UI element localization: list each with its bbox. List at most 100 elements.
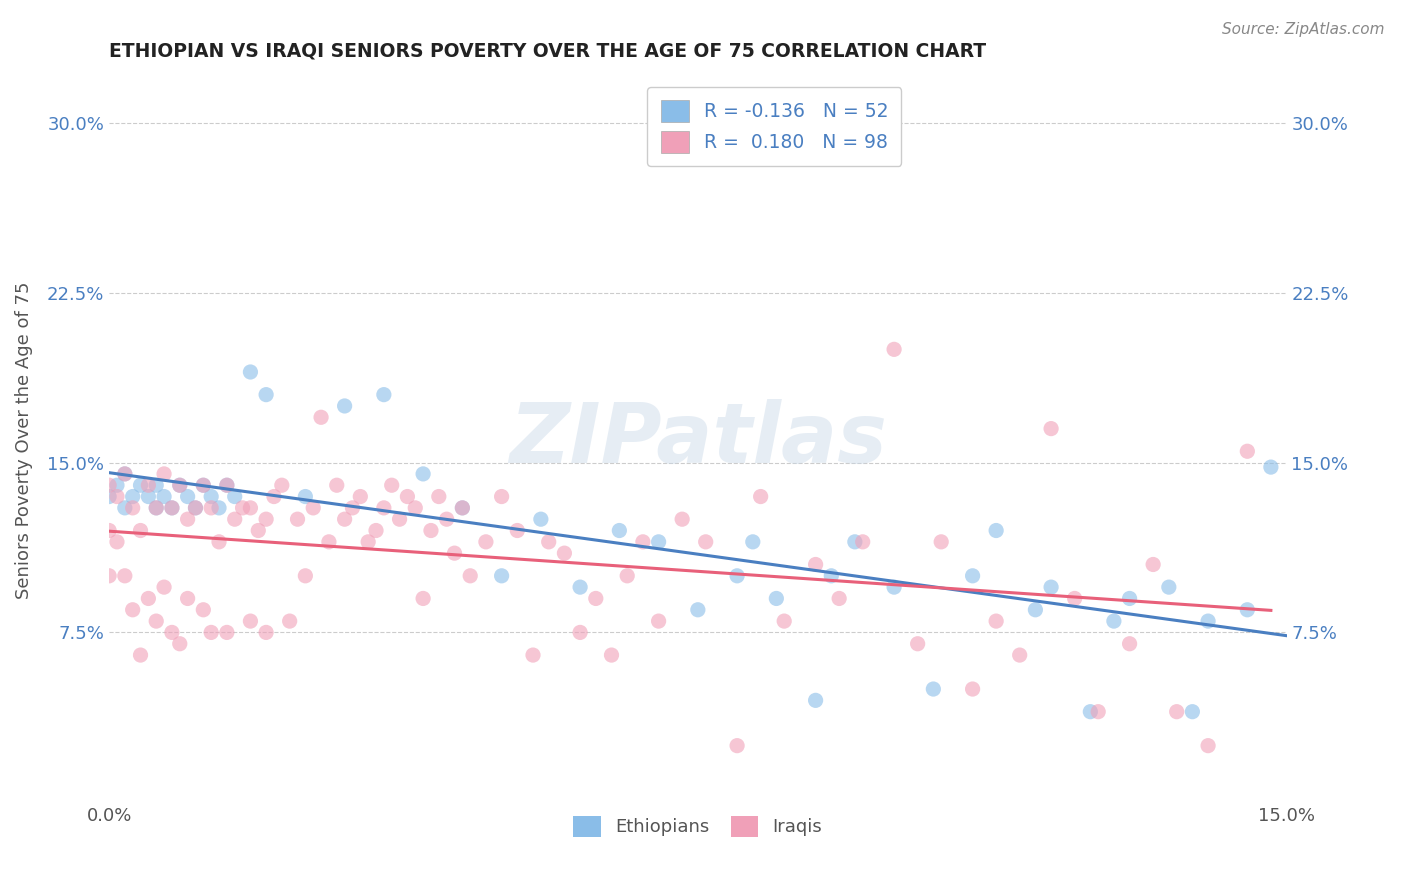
Point	[929, 534, 952, 549]
Point	[333, 512, 356, 526]
Point	[1118, 637, 1140, 651]
Point	[129, 524, 152, 538]
Point	[749, 490, 772, 504]
Point	[121, 603, 143, 617]
Point	[270, 478, 292, 492]
Point	[357, 534, 380, 549]
Point	[105, 490, 128, 504]
Point	[828, 591, 851, 606]
Point	[695, 534, 717, 549]
Point	[129, 648, 152, 662]
Point	[1166, 705, 1188, 719]
Point	[475, 534, 498, 549]
Point	[686, 603, 709, 617]
Point	[1118, 591, 1140, 606]
Point	[1142, 558, 1164, 572]
Point	[804, 558, 827, 572]
Point	[263, 490, 285, 504]
Point	[200, 490, 222, 504]
Point	[773, 614, 796, 628]
Point	[458, 569, 481, 583]
Point	[451, 500, 474, 515]
Point	[569, 625, 592, 640]
Point	[121, 500, 143, 515]
Point	[765, 591, 787, 606]
Point	[239, 500, 262, 515]
Point	[239, 614, 262, 628]
Point	[1260, 460, 1282, 475]
Point	[671, 512, 693, 526]
Point	[907, 637, 929, 651]
Point	[208, 534, 231, 549]
Point	[278, 614, 301, 628]
Point	[451, 500, 474, 515]
Point	[412, 467, 434, 481]
Text: Source: ZipAtlas.com: Source: ZipAtlas.com	[1222, 22, 1385, 37]
Point	[1078, 705, 1101, 719]
Point	[600, 648, 623, 662]
Point	[224, 490, 246, 504]
Point	[553, 546, 575, 560]
Point	[326, 478, 349, 492]
Y-axis label: Seniors Poverty Over the Age of 75: Seniors Poverty Over the Age of 75	[15, 281, 32, 599]
Point	[852, 534, 875, 549]
Point	[1102, 614, 1125, 628]
Point	[247, 524, 270, 538]
Point	[309, 410, 332, 425]
Point	[420, 524, 443, 538]
Point	[1040, 580, 1063, 594]
Point	[176, 490, 198, 504]
Point	[1024, 603, 1046, 617]
Point	[200, 625, 222, 640]
Point	[491, 490, 513, 504]
Point	[412, 591, 434, 606]
Point	[342, 500, 364, 515]
Point	[804, 693, 827, 707]
Point	[631, 534, 654, 549]
Point	[537, 534, 560, 549]
Point	[114, 500, 136, 515]
Point	[153, 490, 176, 504]
Point	[114, 467, 136, 481]
Point	[883, 343, 905, 357]
Point	[145, 478, 167, 492]
Point	[1008, 648, 1031, 662]
Point	[184, 500, 207, 515]
Point	[254, 512, 277, 526]
Point	[616, 569, 638, 583]
Point	[224, 512, 246, 526]
Point	[145, 614, 167, 628]
Point	[129, 478, 152, 492]
Point	[741, 534, 763, 549]
Point	[145, 500, 167, 515]
Point	[725, 569, 748, 583]
Point	[922, 681, 945, 696]
Point	[381, 478, 404, 492]
Point	[962, 569, 984, 583]
Point	[200, 500, 222, 515]
Point	[138, 490, 160, 504]
Point	[176, 512, 198, 526]
Point	[820, 569, 842, 583]
Point	[373, 500, 395, 515]
Point	[1087, 705, 1109, 719]
Point	[215, 478, 238, 492]
Point	[138, 478, 160, 492]
Point	[364, 524, 387, 538]
Point	[1197, 614, 1219, 628]
Point	[436, 512, 458, 526]
Point	[883, 580, 905, 594]
Point	[984, 524, 1007, 538]
Point	[215, 625, 238, 640]
Point	[1063, 591, 1085, 606]
Point	[254, 625, 277, 640]
Point	[388, 512, 411, 526]
Point	[98, 569, 121, 583]
Point	[506, 524, 529, 538]
Point	[1181, 705, 1204, 719]
Point	[373, 387, 395, 401]
Point	[169, 478, 191, 492]
Point	[318, 534, 340, 549]
Point	[98, 524, 121, 538]
Point	[160, 625, 183, 640]
